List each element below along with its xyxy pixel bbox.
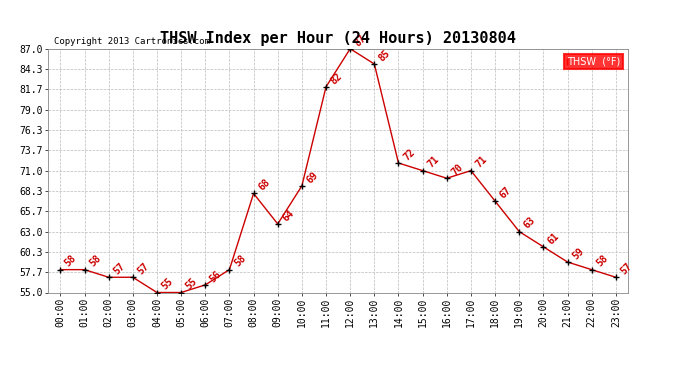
Text: 68: 68 <box>257 177 272 193</box>
Text: 71: 71 <box>474 154 489 170</box>
Text: Copyright 2013 Cartronics.com: Copyright 2013 Cartronics.com <box>54 38 210 46</box>
Text: 61: 61 <box>546 231 562 246</box>
Text: 72: 72 <box>402 147 417 162</box>
Text: 71: 71 <box>426 154 441 170</box>
Legend: THSW  (°F): THSW (°F) <box>564 54 623 69</box>
Text: 58: 58 <box>88 254 103 269</box>
Text: 87: 87 <box>353 33 368 48</box>
Text: 57: 57 <box>136 261 151 276</box>
Text: 64: 64 <box>281 208 296 223</box>
Text: 63: 63 <box>522 215 538 231</box>
Text: 85: 85 <box>377 48 393 63</box>
Text: 58: 58 <box>595 254 610 269</box>
Title: THSW Index per Hour (24 Hours) 20130804: THSW Index per Hour (24 Hours) 20130804 <box>160 31 516 46</box>
Text: 82: 82 <box>329 70 344 86</box>
Text: 57: 57 <box>112 261 127 276</box>
Text: 58: 58 <box>63 254 79 269</box>
Text: 55: 55 <box>160 276 175 292</box>
Text: 59: 59 <box>571 246 586 261</box>
Text: 58: 58 <box>233 254 248 269</box>
Text: 70: 70 <box>450 162 465 177</box>
Text: 55: 55 <box>184 276 199 292</box>
Text: 56: 56 <box>208 269 224 284</box>
Text: 57: 57 <box>619 261 634 276</box>
Text: 67: 67 <box>498 185 513 200</box>
Text: 69: 69 <box>305 170 320 185</box>
